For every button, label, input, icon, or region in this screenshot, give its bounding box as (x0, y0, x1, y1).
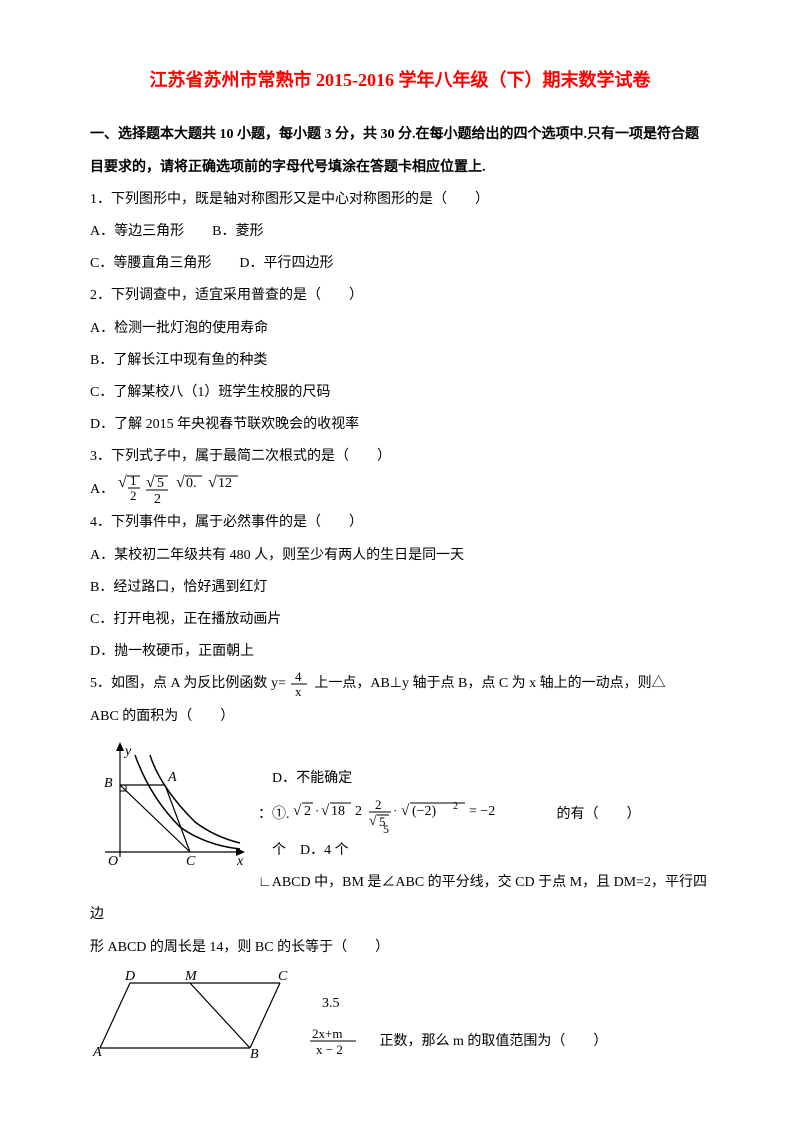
q5-figure-svg: y x O A B C (90, 737, 250, 877)
q7-figure: D M C A B (90, 968, 300, 1058)
svg-text:0.: 0. (186, 476, 197, 491)
q6-text1: ：①. (258, 807, 290, 822)
q1-optA: A．等边三角形 (90, 224, 184, 239)
q3-text: 3．下列式子中，属于最简二次根式的是（ ） (90, 441, 710, 473)
q7-fig-wrap: D M C A B 3.5 2x+m x − 2 正数， (90, 964, 710, 1064)
svg-text:2: 2 (355, 804, 362, 819)
q1-options-row1: A．等边三角形 B．菱形 (90, 216, 710, 248)
q1-options-row2: C．等腰直角三角形 D．平行四边形 (90, 248, 710, 280)
svg-text:= −2: = −2 (469, 804, 495, 819)
svg-text:A: A (92, 1045, 102, 1058)
svg-text:x − 2: x − 2 (316, 1042, 343, 1057)
svg-text:2: 2 (375, 797, 382, 812)
svg-text:√: √ (293, 803, 302, 819)
svg-text:·: · (315, 803, 319, 818)
svg-text:B: B (104, 776, 113, 791)
q5-yfrac: y= 4 x (271, 669, 311, 699)
svg-text:2: 2 (154, 492, 161, 507)
q5-text-line2: ABC 的面积为（ ） (90, 701, 710, 733)
q5-text1: 5．如图，点 A 为反比例函数 (90, 676, 267, 691)
q4-optB: B．经过路口，恰好遇到红灯 (90, 572, 710, 604)
svg-text:2x+m: 2x+m (312, 1026, 342, 1041)
svg-text:·: · (393, 803, 397, 818)
q1-optB: B．菱形 (212, 224, 263, 239)
svg-text:y=: y= (271, 676, 286, 691)
q2-text: 2．下列调查中，适宜采用普查的是（ ） (90, 280, 710, 312)
svg-text:C: C (278, 969, 288, 984)
q1-optC: C．等腰直角三角形 (90, 256, 211, 271)
q3-options: A． √ 1 2 √ 5 2 √ 0. √ 12 (90, 473, 710, 507)
svg-text:√: √ (118, 474, 127, 491)
q6-text5: 的有（ ） (557, 807, 641, 822)
q3-prefix: A． (90, 483, 114, 498)
q7-figure-svg: D M C A B (90, 968, 300, 1058)
q3-math: √ 1 2 √ 5 2 √ 0. √ 12 (118, 473, 268, 507)
q4-optD: D．抛一枚硬币，正面朝上 (90, 636, 710, 668)
svg-text:D: D (124, 969, 135, 984)
q7-line2: 形 ABCD 的周长是 14，则 BC 的长等于（ ） (90, 932, 710, 964)
svg-text:x: x (295, 684, 302, 699)
svg-text:1: 1 (130, 473, 137, 488)
svg-text:√: √ (401, 803, 410, 819)
q4-optA: A．某校初二年级共有 480 人，则至少有两人的生日是同一天 (90, 540, 710, 572)
svg-text:12: 12 (218, 476, 232, 491)
section-header: 一、选择题本大题共 10 小题，每小题 3 分，共 30 分.在每小题给出的四个… (90, 119, 710, 183)
svg-text:2: 2 (453, 801, 458, 812)
svg-text:5: 5 (383, 822, 389, 835)
svg-text:A: A (167, 770, 177, 785)
page: 江苏省苏州市常熟市 2015-2016 学年八年级（下）期末数学试卷 一、选择题… (0, 0, 800, 1132)
svg-text:x: x (236, 854, 244, 869)
q1-text: 1．下列图形中，既是轴对称图形又是中心对称图形的是（ ） (90, 184, 710, 216)
q5-text-line1: 5．如图，点 A 为反比例函数 y= 4 x 上一点，AB⊥y 轴于点 B，点 … (90, 668, 710, 700)
q8-frac: 2x+m x − 2 (308, 1026, 362, 1058)
svg-text:√: √ (369, 814, 377, 829)
svg-text:(−2): (−2) (412, 804, 437, 819)
svg-text:4: 4 (295, 669, 302, 684)
svg-text:√: √ (146, 474, 155, 491)
svg-text:√: √ (208, 474, 217, 491)
q5-text2: 上一点，AB⊥y 轴于点 B，点 C 为 x 轴上的一动点，则△ (314, 676, 665, 691)
svg-text:O: O (108, 854, 118, 869)
svg-text:M: M (184, 969, 198, 984)
svg-text:√: √ (176, 474, 185, 491)
svg-text:2: 2 (304, 804, 311, 819)
svg-text:2: 2 (130, 488, 137, 503)
svg-text:√: √ (321, 803, 330, 819)
q4-optC: C．打开电视，正在播放动画片 (90, 604, 710, 636)
q2-optD: D．了解 2015 年央视春节联欢晚会的收视率 (90, 409, 710, 441)
q2-optC: C．了解某校八（1）班学生校服的尺码 (90, 377, 710, 409)
q1-optD: D．平行四边形 (239, 256, 333, 271)
q2-optB: B．了解长江中现有鱼的种类 (90, 345, 710, 377)
svg-text:C: C (186, 854, 196, 869)
svg-text:5: 5 (157, 476, 164, 491)
q7-line1: ∟ABCD 中，BM 是∠ABC 的平分线，交 CD 于点 M，且 DM=2，平… (90, 867, 710, 931)
q5-figure: y x O A B C (90, 737, 250, 877)
q4-text: 4．下列事件中，属于必然事件的是（ ） (90, 507, 710, 539)
q6-math: √ 2 · √ 18 2 2 √ 5 · √ (−2) (293, 795, 553, 835)
exam-title: 江苏省苏州市常熟市 2015-2016 学年八年级（下）期末数学试卷 (90, 60, 710, 101)
q2-optA: A．检测一批灯泡的使用寿命 (90, 313, 710, 345)
svg-text:y: y (123, 744, 132, 759)
q3-math-svg: √ 1 2 √ 5 2 √ 0. √ 12 (118, 473, 268, 507)
svg-text:B: B (250, 1047, 259, 1058)
svg-text:18: 18 (331, 804, 345, 819)
q5-q6-q7-wrap: y x O A B C D．不能确定 ：①. √ 2 · √ (90, 733, 710, 1064)
